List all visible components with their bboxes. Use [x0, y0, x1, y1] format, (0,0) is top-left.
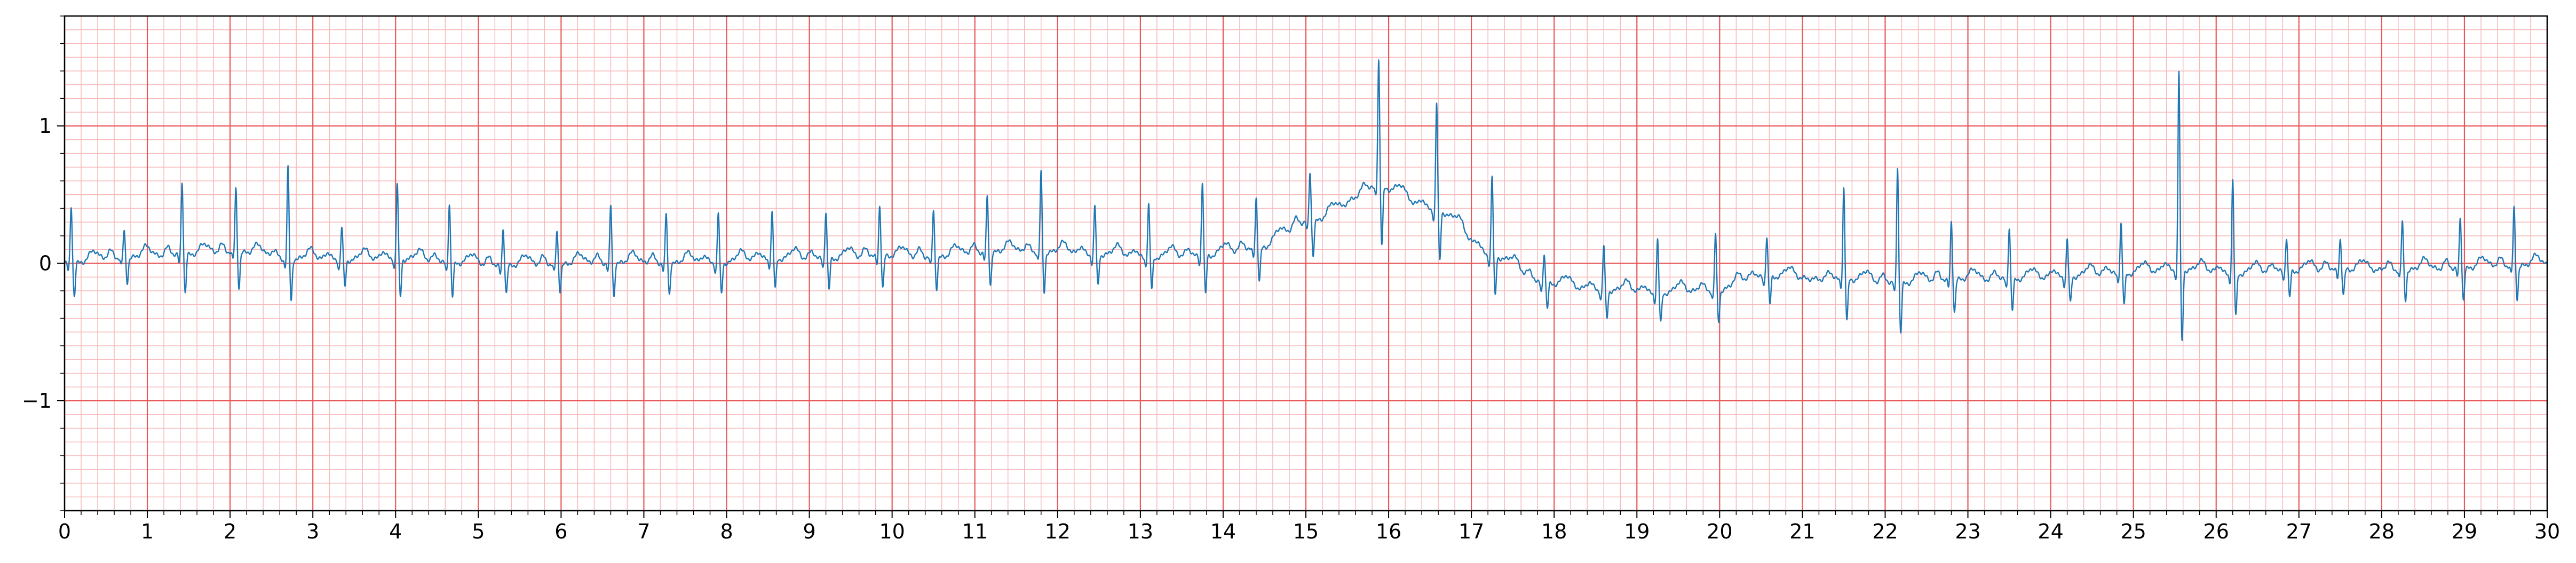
x-tick-label: 5 [472, 520, 485, 543]
x-tick-label: 14 [1210, 520, 1236, 543]
x-tick-label: 3 [306, 520, 319, 543]
x-tick-label: 22 [1872, 520, 1898, 543]
x-tick-label: 27 [2286, 520, 2312, 543]
x-tick-label: 7 [637, 520, 650, 543]
x-tick-label: 4 [389, 520, 402, 543]
x-tick-label: 16 [1376, 520, 1401, 543]
x-tick-label: 10 [879, 520, 905, 543]
y-axis: −1 0 1 [22, 15, 65, 511]
x-tick-label: 11 [962, 520, 988, 543]
x-tick-label: 17 [1459, 520, 1484, 543]
y-tick-label: 0 [39, 252, 52, 275]
x-tick-label: 19 [1624, 520, 1650, 543]
x-tick-label: 28 [2369, 520, 2395, 543]
x-tick-label: 0 [58, 520, 71, 543]
x-tick-label: 2 [224, 520, 236, 543]
x-axis: 0 1 2 3 4 5 6 7 8 9 10 11 12 13 14 15 16 17 18 19 20 21 22 23 24… [58, 511, 2560, 543]
ecg-trace [64, 59, 2548, 342]
x-tick-label: 9 [803, 520, 816, 543]
x-tick-label: 24 [2038, 520, 2063, 543]
x-tick-label: 8 [720, 520, 733, 543]
x-tick-label: 26 [2204, 520, 2229, 543]
x-tick-label: 12 [1045, 520, 1071, 543]
x-tick-label: 29 [2452, 520, 2477, 543]
x-tick-label: 30 [2534, 520, 2560, 543]
x-tick-label: 25 [2120, 520, 2146, 543]
x-tick-label: 20 [1707, 520, 1732, 543]
x-tick-label: 21 [1789, 520, 1815, 543]
x-tick-label: 15 [1293, 520, 1319, 543]
x-tick-label: 1 [141, 520, 154, 543]
x-tick-label: 18 [1541, 520, 1567, 543]
x-tick-label: 23 [1955, 520, 1980, 543]
x-tick-label: 13 [1128, 520, 1153, 543]
y-tick-label: 1 [39, 114, 52, 138]
ecg-series-line [64, 59, 2548, 342]
y-tick-label: −1 [22, 389, 52, 413]
x-tick-label: 6 [554, 520, 567, 543]
major-grid [64, 16, 2548, 511]
